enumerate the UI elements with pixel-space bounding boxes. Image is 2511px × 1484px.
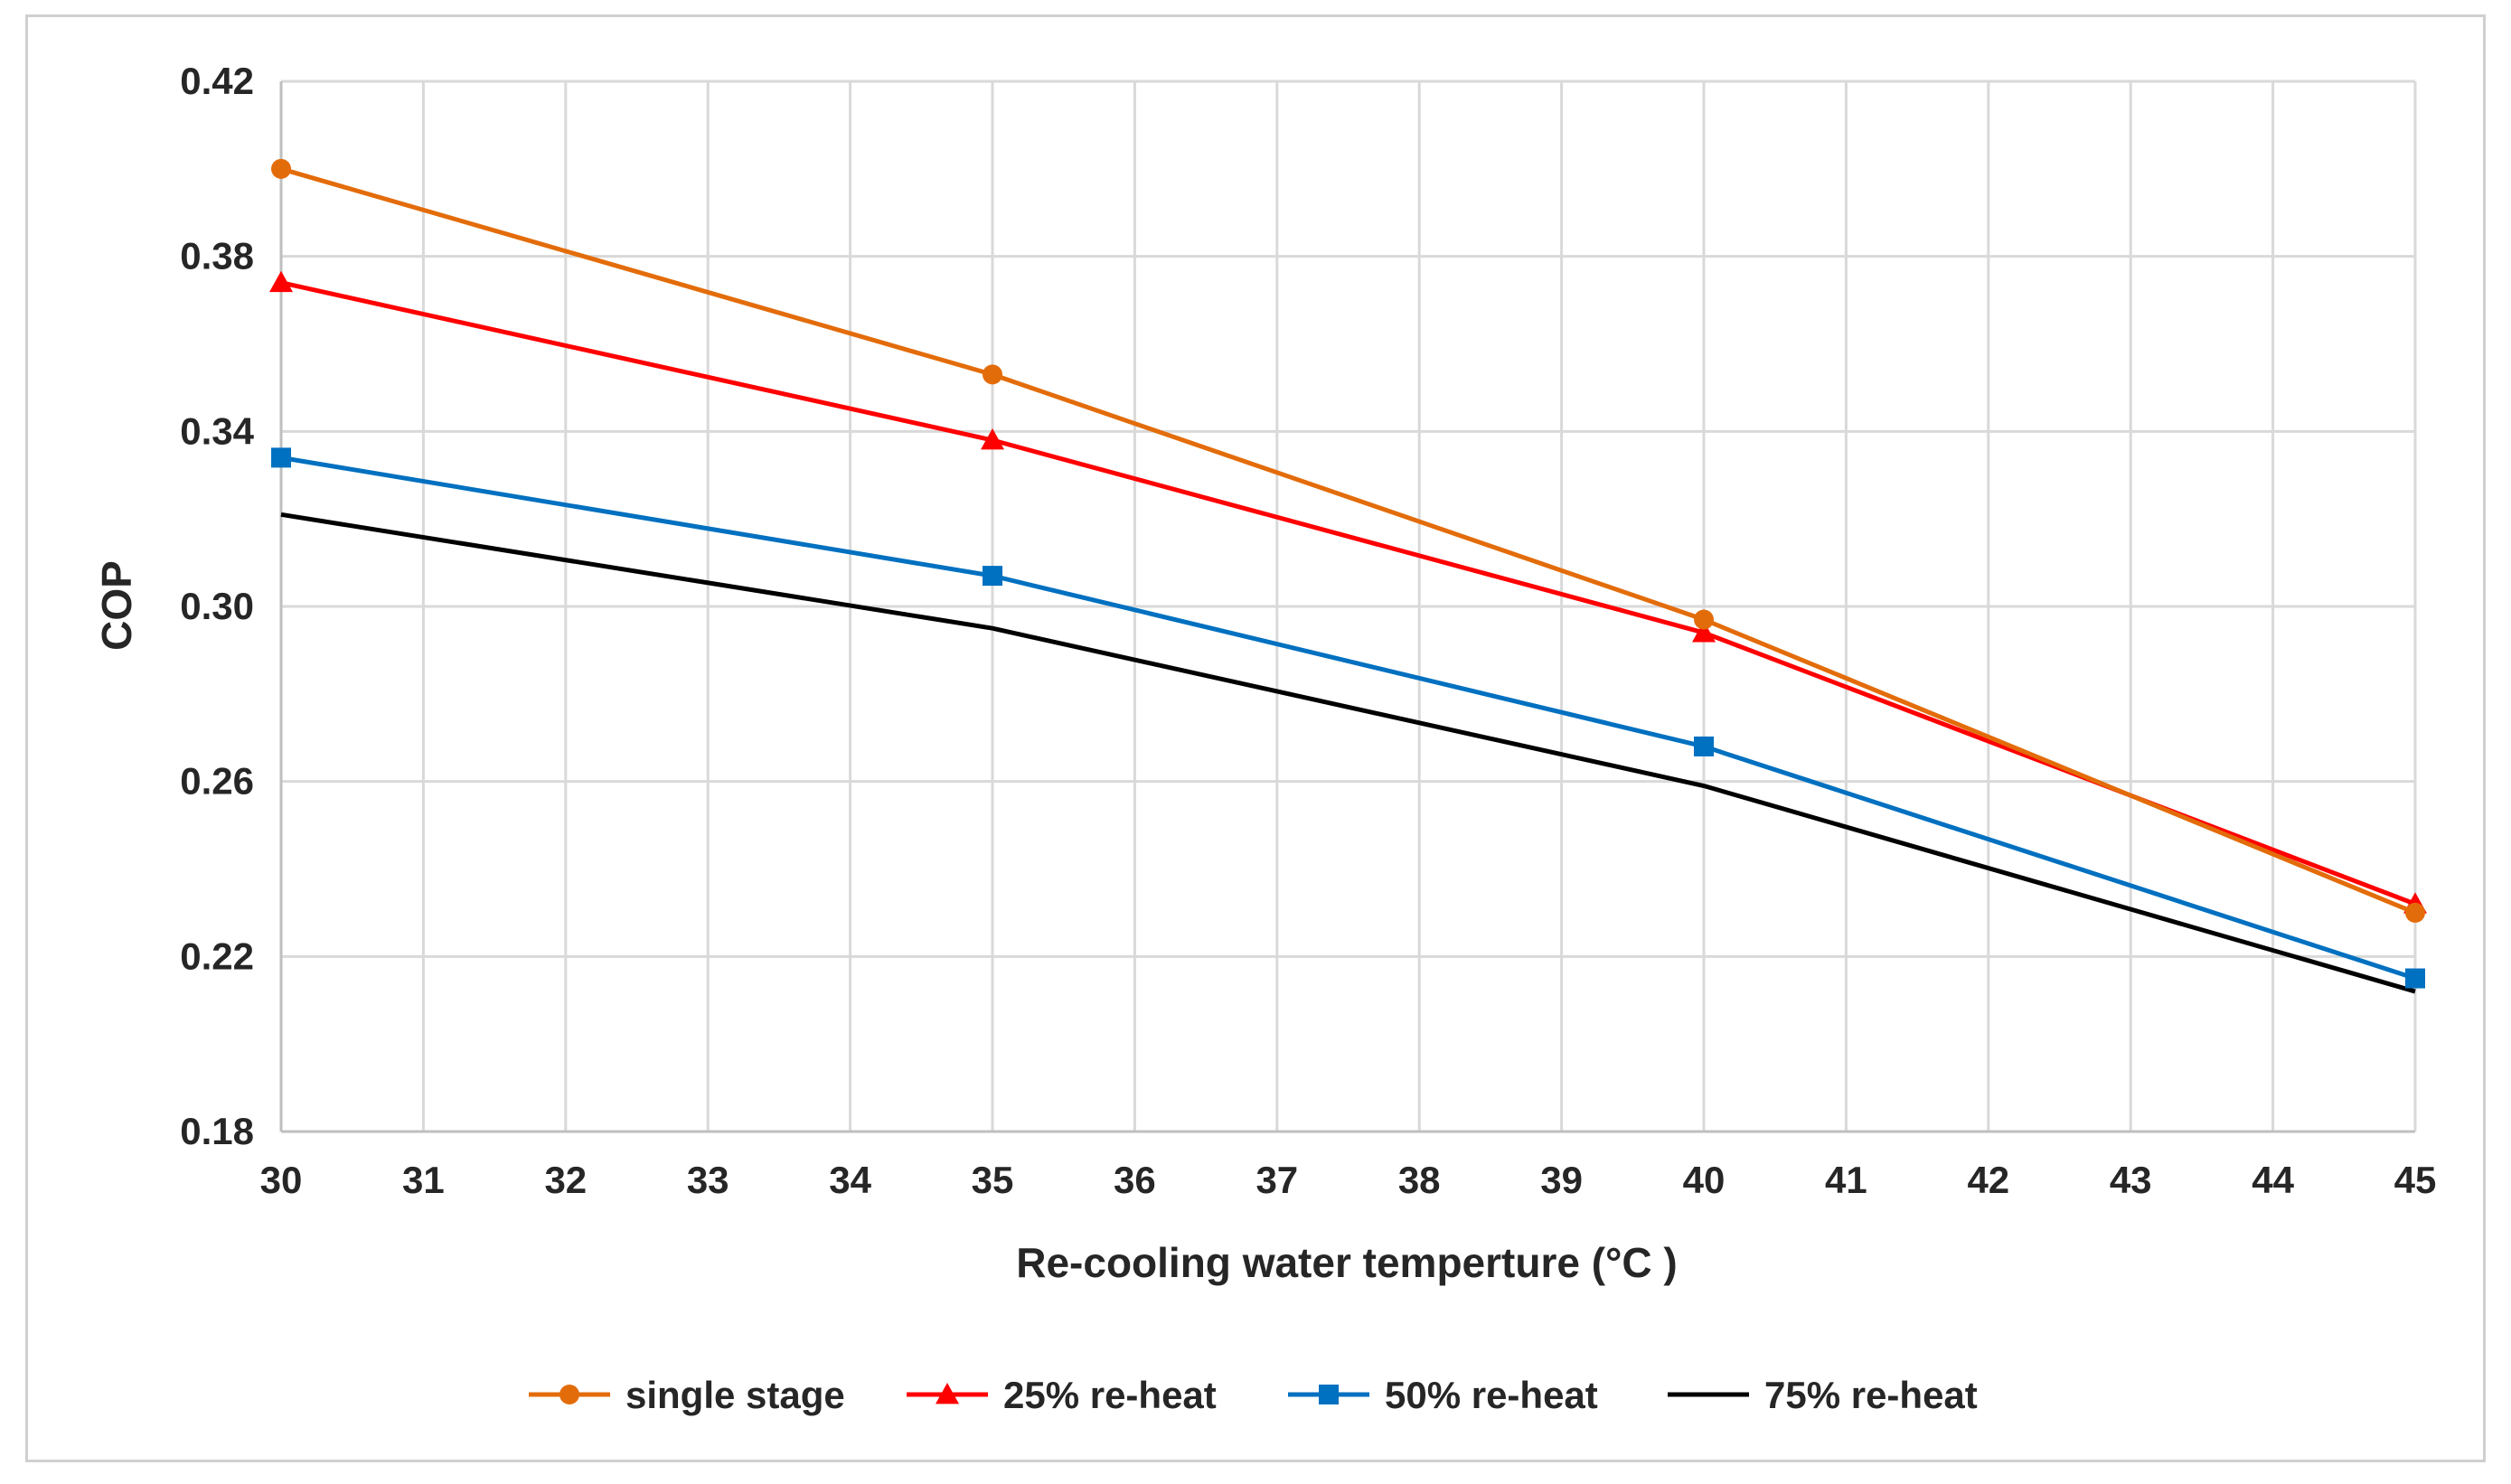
y-tick-label-0.18: 0.18 [180, 1110, 254, 1152]
x-tick-label-43: 43 [2110, 1159, 2152, 1201]
legend-item-single-stage: single stage [529, 1374, 845, 1416]
y-tick-label-0.34: 0.34 [180, 409, 254, 452]
legend-marker-25pct-re-heat [936, 1383, 959, 1404]
legend-label-single-stage: single stage [625, 1374, 845, 1416]
x-tick-label-30: 30 [260, 1159, 303, 1201]
x-tick-label-31: 31 [402, 1159, 445, 1201]
y-tick-label-0.30: 0.30 [180, 585, 254, 627]
series-75pct-re-heat [280, 512, 2416, 994]
legend-item-25pct-re-heat: 25% re-heat [907, 1374, 1217, 1416]
legend-item-50pct-re-heat: 50% re-heat [1288, 1374, 1598, 1416]
series-line-single-stage [280, 166, 2416, 916]
legend-marker-single-stage [560, 1385, 579, 1404]
point-single-stage-30 [271, 158, 291, 179]
tick-layer: 30 31 32 33 34 35 36 37 38 39 40 41 42 43 44 45 0.18 0.22… [180, 60, 2436, 1201]
series-line-25pct-re-heat [280, 280, 2416, 906]
point-50pct-re-heat-30 [271, 447, 291, 468]
point-50pct-re-heat-35 [983, 566, 1002, 587]
x-tick-label-44: 44 [2252, 1159, 2294, 1201]
series-25pct-re-heat [269, 270, 2427, 914]
x-tick-label-39: 39 [1540, 1159, 1583, 1201]
series-single-stage [271, 158, 2425, 923]
x-tick-label-45: 45 [2394, 1159, 2437, 1201]
point-single-stage-35 [983, 364, 1002, 385]
point-single-stage-40 [1694, 609, 1714, 630]
grid-layer [281, 80, 2417, 1132]
x-tick-label-37: 37 [1256, 1159, 1298, 1201]
point-50pct-re-heat-40 [1694, 736, 1714, 756]
series-line-75pct-re-heat [280, 512, 2416, 994]
x-tick-label-41: 41 [1825, 1159, 1867, 1201]
point-25pct-re-heat-35 [981, 428, 1004, 450]
point-50pct-re-heat-45 [2405, 968, 2425, 989]
x-tick-label-36: 36 [1114, 1159, 1156, 1201]
legend: single stage 25% re-heat 50% re-heat 75% re… [529, 1374, 1978, 1416]
x-tick-label-35: 35 [972, 1159, 1014, 1201]
point-25pct-re-heat-40 [1692, 621, 1716, 643]
legend-label-50pct-re-heat: 50% re-heat [1385, 1374, 1598, 1416]
y-tick-label-0.22: 0.22 [180, 935, 254, 977]
series-line-50pct-re-heat [280, 455, 2416, 981]
x-tick-label-42: 42 [1967, 1159, 2009, 1201]
x-tick-label-38: 38 [1398, 1159, 1441, 1201]
legend-label-25pct-re-heat: 25% re-heat [1003, 1374, 1217, 1416]
series-50pct-re-heat [271, 447, 2425, 989]
x-tick-label-34: 34 [829, 1159, 871, 1201]
legend-label-75pct-re-heat: 75% re-heat [1764, 1374, 1978, 1416]
series-layer [269, 158, 2427, 994]
axis-layer [279, 81, 2415, 1133]
y-tick-label-0.42: 0.42 [180, 60, 254, 102]
x-axis-title: Re-cooling water temperture (°C ) [1016, 1239, 1678, 1286]
y-tick-label-0.26: 0.26 [180, 760, 254, 803]
point-25pct-re-heat-30 [269, 270, 293, 293]
x-tick-label-33: 33 [687, 1159, 729, 1201]
y-tick-label-0.38: 0.38 [180, 235, 254, 277]
legend-marker-50pct-re-heat [1319, 1385, 1339, 1404]
point-single-stage-45 [2405, 902, 2425, 923]
legend-item-75pct-re-heat: 75% re-heat [1668, 1374, 1978, 1416]
y-axis-title: COP [93, 560, 140, 651]
x-tick-label-32: 32 [544, 1159, 587, 1201]
x-tick-label-40: 40 [1683, 1159, 1726, 1201]
